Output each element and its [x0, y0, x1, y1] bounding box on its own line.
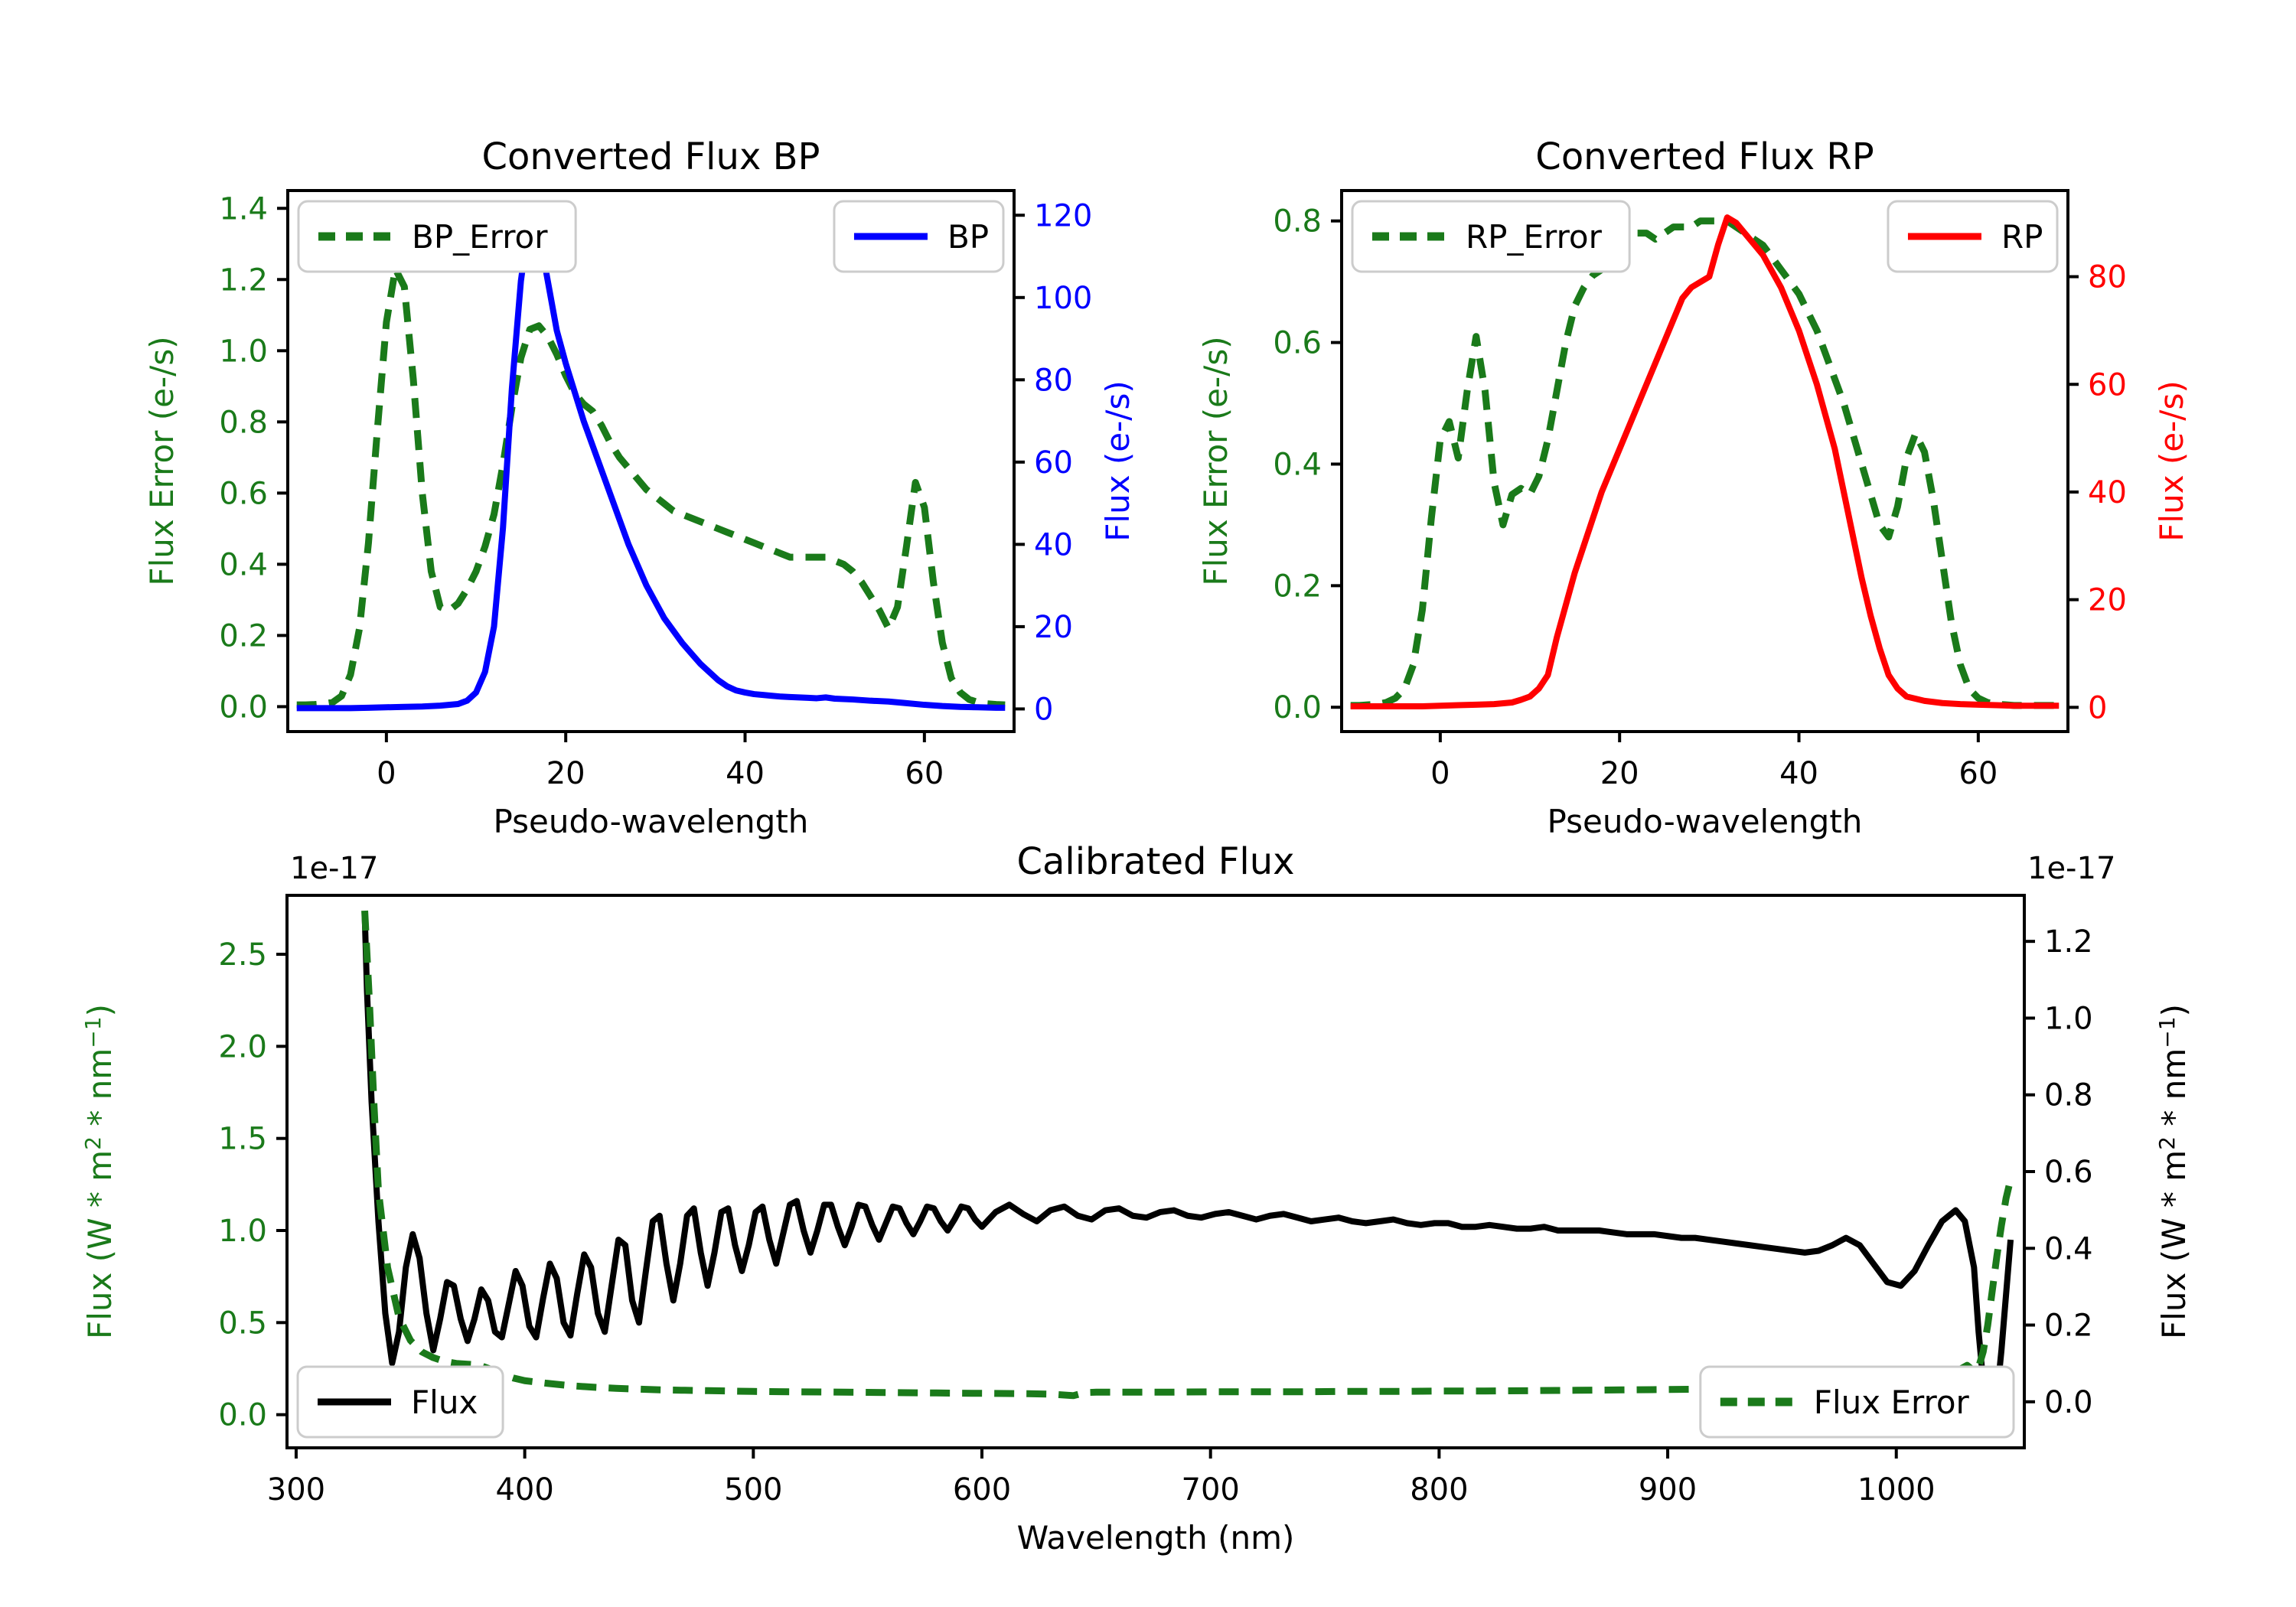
legend-label: Flux Error: [1814, 1384, 1970, 1421]
ytick-label-left-bp: 0.6: [219, 476, 268, 511]
legend-box: [1351, 200, 1631, 273]
xtick-label-calibrated: 400: [495, 1472, 553, 1508]
ytick-label-left-calibrated: 1.5: [218, 1122, 267, 1157]
ytick-label-right-calibrated: 0.8: [2044, 1078, 2093, 1113]
ytick-label-left-bp: 0.2: [219, 618, 268, 654]
ytick-label-right-bp: 40: [1034, 527, 1073, 562]
series-calibrated-flux: [361, 913, 2014, 1418]
ytick-label-left-calibrated: 2.5: [218, 937, 267, 973]
legend-label: RP: [2001, 218, 2043, 256]
legend-box: [1699, 1365, 2015, 1439]
chart-title-calibrated: Calibrated Flux: [1016, 840, 1294, 883]
xtick-label-calibrated: 800: [1410, 1472, 1468, 1508]
chart-rp: Converted Flux RP 0 20 40 60 Pseudo-wavelengt…: [1197, 135, 2190, 840]
series-calibrated-flux-error: [361, 910, 2014, 1400]
yaxis-label-left-rp: Flux Error (e-/s): [1197, 336, 1234, 585]
yaxis-label-left-calibrated: Flux (W * m2 * nm−1): [80, 1004, 119, 1339]
yaxis-label-left-bp: Flux Error (e-/s): [143, 336, 181, 585]
xtick-label-bp: 60: [905, 756, 944, 791]
ytick-label-right-bp: 60: [1034, 445, 1073, 481]
xtick-label-rp: 20: [1600, 756, 1639, 791]
ytick-label-right-calibrated: 0.0: [2044, 1385, 2093, 1420]
legend-box: [297, 200, 577, 273]
legend-label: Flux: [411, 1384, 478, 1421]
offset-left-calibrated: 1e-17: [290, 851, 378, 886]
xtick-label-rp: 40: [1779, 756, 1818, 791]
offset-right-calibrated: 1e-17: [2027, 851, 2115, 886]
ytick-label-right-bp: 120: [1034, 198, 1092, 233]
series-bp-bp: [296, 212, 1006, 712]
series-rp-rp-error: [1350, 217, 2060, 709]
ytick-label-right-bp: 0: [1034, 692, 1053, 727]
ytick-label-right-calibrated: 1.2: [2044, 924, 2093, 960]
ytick-label-left-rp: 0.0: [1273, 690, 1322, 725]
ytick-label-right-calibrated: 0.4: [2044, 1231, 2093, 1266]
legend-rp-rp[interactable]: RP: [1887, 200, 2059, 273]
ytick-label-right-calibrated: 0.2: [2044, 1309, 2093, 1344]
xtick-label-calibrated: 500: [724, 1472, 782, 1508]
xtick-label-calibrated: 1000: [1857, 1472, 1936, 1508]
ytick-label-left-bp: 0.8: [219, 405, 268, 440]
legend-rp-rp-error[interactable]: RP_Error: [1351, 200, 1631, 273]
ytick-label-left-bp: 0.0: [219, 689, 268, 725]
xtick-label-rp: 0: [1430, 756, 1450, 791]
plot-frame-rp: [1340, 189, 2069, 733]
series-bp-bp-error: [296, 265, 1006, 709]
ytick-label-left-calibrated: 2.0: [218, 1029, 267, 1064]
series-rp-rp: [1350, 214, 2060, 709]
xtick-label-calibrated: 900: [1639, 1472, 1697, 1508]
ytick-label-right-rp: 40: [2088, 475, 2127, 510]
ytick-label-right-calibrated: 0.6: [2044, 1155, 2093, 1190]
xtick-label-bp: 40: [726, 756, 765, 791]
legend-bp-bp[interactable]: BP: [833, 200, 1005, 273]
ytick-label-left-calibrated: 0.0: [218, 1398, 267, 1433]
ytick-label-left-calibrated: 1.0: [218, 1214, 267, 1249]
legend-calibrated-flux-error[interactable]: Flux Error: [1699, 1365, 2015, 1439]
ytick-label-right-rp: 20: [2088, 583, 2127, 618]
xtick-label-calibrated: 700: [1182, 1472, 1240, 1508]
xtick-label-rp: 60: [1958, 756, 1998, 791]
plot-frame-calibrated: [285, 894, 2026, 1449]
ytick-label-right-rp: 80: [2088, 260, 2127, 295]
ytick-label-right-calibrated: 1.0: [2044, 1001, 2093, 1036]
yaxis-label-right-rp: Flux (e-/s): [2153, 380, 2190, 541]
ytick-label-left-calibrated: 0.5: [218, 1305, 267, 1341]
xaxis-label-rp: Pseudo-wavelength: [1548, 803, 1863, 840]
ytick-label-left-bp: 1.2: [219, 262, 268, 298]
legend-bp-bp-error[interactable]: BP_Error: [297, 200, 577, 273]
legend-label: RP_Error: [1466, 218, 1603, 256]
ytick-label-left-rp: 0.4: [1273, 447, 1322, 482]
chart-title-rp: Converted Flux RP: [1535, 135, 1874, 178]
yaxis-label-right-calibrated: Flux (W * m2 * nm−1): [2154, 1004, 2193, 1339]
xtick-label-calibrated: 600: [953, 1472, 1011, 1508]
legend-box: [296, 1365, 504, 1439]
ytick-label-right-rp: 0: [2088, 690, 2107, 725]
chart-calibrated: Calibrated Flux 300 400 500 600 700 800 900 1000…: [80, 840, 2193, 1556]
legend-label: BP: [947, 218, 989, 256]
yaxis-label-right-bp: Flux (e-/s): [1099, 380, 1137, 541]
ytick-label-right-bp: 80: [1034, 363, 1073, 398]
ytick-label-left-bp: 1.0: [219, 334, 268, 369]
xaxis-label-bp: Pseudo-wavelength: [494, 803, 809, 840]
ytick-label-right-bp: 20: [1034, 610, 1073, 645]
ytick-label-right-rp: 60: [2088, 367, 2127, 403]
legend-calibrated-flux[interactable]: Flux: [296, 1365, 504, 1439]
xaxis-label-calibrated: Wavelength (nm): [1017, 1519, 1295, 1556]
xtick-label-bp: 20: [546, 756, 585, 791]
ytick-label-left-rp: 0.8: [1273, 204, 1322, 240]
chart-title-bp: Converted Flux BP: [482, 135, 820, 178]
ytick-label-left-bp: 1.4: [219, 191, 268, 227]
chart-bp: Converted Flux BP 0 20 40 60 Pseudo-wavelengt…: [143, 135, 1137, 840]
ytick-label-left-bp: 0.4: [219, 547, 268, 582]
ytick-label-left-rp: 0.2: [1273, 569, 1322, 604]
xtick-label-bp: 0: [377, 756, 396, 791]
ytick-label-left-rp: 0.6: [1273, 326, 1322, 361]
legend-label: BP_Error: [412, 218, 548, 256]
xtick-label-calibrated: 300: [267, 1472, 325, 1508]
ytick-label-right-bp: 100: [1034, 281, 1092, 316]
